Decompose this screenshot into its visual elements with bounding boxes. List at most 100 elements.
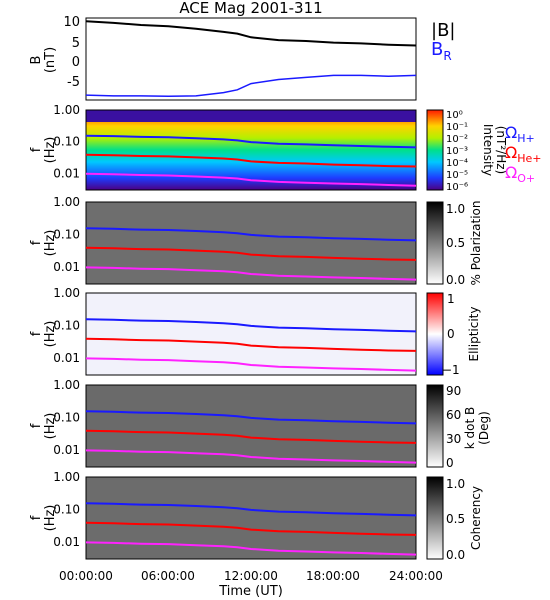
b-ytick-m5: -5 — [67, 75, 80, 90]
omega-he-line — [85, 153, 417, 168]
legend-b-r: BR — [431, 39, 452, 63]
power-ytick: 1.00 — [53, 103, 80, 117]
polarization-ylabel-f: f — [29, 240, 44, 245]
b-field-lines — [85, 20, 417, 98]
power-cb-tick-4: 10⁻⁴ — [446, 158, 468, 169]
ell-cb-tick-1: 0 — [447, 327, 455, 341]
legend-b-r-sub: R — [443, 49, 451, 63]
coh-cb-tick-1: 0.5 — [446, 512, 465, 526]
omega-h-line — [85, 134, 417, 149]
polarization-ylabel-hz: (Hz) — [43, 230, 58, 257]
pol-cb-tick-0: 1.0 — [446, 202, 465, 216]
power-cb-label-1: Intensity — [481, 124, 495, 176]
ellipticity-spectrogram — [86, 293, 416, 375]
ell-cb-label: Ellipticity — [467, 307, 481, 362]
ellipticity-colorbar — [426, 292, 444, 376]
kdotb-colorbar — [426, 384, 444, 468]
legend-omega-he-sub: He+ — [517, 152, 541, 165]
omega-h-line — [85, 318, 417, 333]
ellipticity-ytick: 0.01 — [53, 351, 80, 365]
ellipticity-overlay: 1.00 0.10 0.01 f (Hz) — [29, 286, 417, 372]
ellipticity-frame — [85, 292, 417, 376]
pol-cb-label: % Polarization — [469, 201, 483, 286]
legend-omega-he-main: Ω — [505, 143, 517, 162]
polarization-spectrogram — [86, 202, 416, 284]
b-field-ylabel: B (nT) — [29, 47, 58, 73]
power-cb-tick-5: 10⁻⁵ — [446, 170, 468, 181]
polarization-ytick: 0.01 — [53, 260, 80, 274]
ell-cb-tick-0: 1 — [447, 292, 455, 306]
chart-title: ACE Mag 2001-311 — [179, 0, 322, 17]
power-overlay: 1.00 0.10 0.01 f (Hz) — [29, 103, 417, 187]
coherency-frame — [85, 476, 417, 560]
panel-coherency: 1.0 0.5 0.0 Coherency — [85, 476, 483, 562]
omega-o-line — [85, 266, 417, 281]
b-ytick-5: 5 — [72, 36, 80, 51]
kdotb-ylabel-f: f — [29, 423, 44, 428]
coh-cb-tick-2: 0.0 — [446, 548, 465, 562]
omega-o-line — [85, 541, 417, 556]
polarization-frame — [85, 201, 417, 285]
pol-cb-tick-2: 0.0 — [446, 273, 465, 287]
xtick-18: 18:00:00 — [306, 569, 360, 583]
power-cb-tick-2: 10⁻² — [446, 134, 468, 145]
spectrogram-overlays: 1.000.100.01f (Hz)1.000.100.01f (Hz)1.000.… — [29, 103, 417, 556]
kdotb-ylabel-hz: (Hz) — [43, 413, 58, 440]
omega-he-line — [85, 337, 417, 352]
legend-omega-h-sub: H+ — [517, 132, 535, 145]
power-cb-label-2: (nT²/Hz) — [494, 126, 508, 174]
kdotb-cb-label-1: k dot B — [463, 407, 477, 449]
series-line-b-r — [85, 74, 417, 98]
power-frame — [85, 109, 417, 191]
panel-power: 10⁰ 10⁻¹ 10⁻² 10⁻³ 10⁻⁴ 10⁻⁵ 10⁻⁶ Intens… — [85, 109, 542, 193]
ellipticity-ytick: 0.10 — [53, 319, 80, 333]
legend-omega-h: ΩH+ — [505, 123, 535, 145]
kdotb-ytick: 0.10 — [53, 411, 80, 425]
omega-he-line — [85, 521, 417, 536]
omega-o-line — [85, 449, 417, 464]
kdotb-overlay: 1.00 0.10 0.01 f (Hz) — [29, 378, 417, 464]
coherency-ytick: 0.10 — [53, 503, 80, 517]
kdotb-cb-label-2: (Deg) — [477, 411, 491, 445]
xtick-24: 24:00:00 — [389, 569, 443, 583]
b-ylabel-line2: (nT) — [43, 47, 58, 73]
xtick-12: 12:00:00 — [224, 569, 278, 583]
omega-o-line — [85, 357, 417, 372]
polarization-colorbar — [426, 201, 444, 285]
ellipticity-ylabel-f: f — [29, 331, 44, 336]
omega-he-line — [85, 246, 417, 261]
kdotb-ytick: 0.01 — [53, 443, 80, 457]
kdotb-cb-tick-2: 30 — [446, 432, 461, 446]
polarization-ytick: 0.10 — [53, 228, 80, 242]
polarization-ytick: 1.00 — [53, 195, 80, 209]
power-top-band — [86, 110, 416, 122]
power-spectrogram — [86, 110, 416, 190]
power-cb-tick-0: 10⁰ — [446, 110, 463, 121]
ell-cb-tick-2: −1 — [442, 363, 460, 377]
panel-b-frame — [85, 17, 417, 101]
xtick-06: 06:00:00 — [141, 569, 195, 583]
legend-omega-he: ΩHe+ — [505, 143, 542, 165]
power-cb-tick-6: 10⁻⁶ — [446, 182, 468, 193]
power-ylabel-f: f — [29, 147, 44, 152]
omega-he-line — [85, 429, 417, 444]
kdotb-cb-tick-1: 60 — [446, 408, 461, 422]
power-ytick: 0.01 — [53, 166, 80, 180]
panel-b-field: B (nT) 10 5 0 -5 |B| BR — [29, 15, 455, 101]
kdotb-ytick: 1.00 — [53, 378, 80, 392]
legend-b-total: |B| — [431, 20, 455, 41]
power-cb-tick-3: 10⁻³ — [446, 146, 468, 157]
omega-h-line — [85, 410, 417, 425]
kdotb-spectrogram — [86, 385, 416, 467]
kdotb-cb-tick-0: 90 — [446, 384, 461, 398]
kdotb-cb-tick-3: 0 — [446, 456, 454, 470]
ellipticity-ytick: 1.00 — [53, 286, 80, 300]
panel-polarization: 1.0 0.5 0.0 % Polarization — [85, 201, 483, 287]
legend-omega-h-main: Ω — [505, 123, 517, 142]
coherency-ylabel-hz: (Hz) — [43, 505, 58, 532]
coherency-colorbar — [426, 476, 444, 560]
coherency-overlay: 1.00 0.10 0.01 f (Hz) — [29, 470, 417, 556]
omega-o-line — [85, 172, 417, 187]
power-ylabel-hz: (Hz) — [43, 137, 58, 164]
